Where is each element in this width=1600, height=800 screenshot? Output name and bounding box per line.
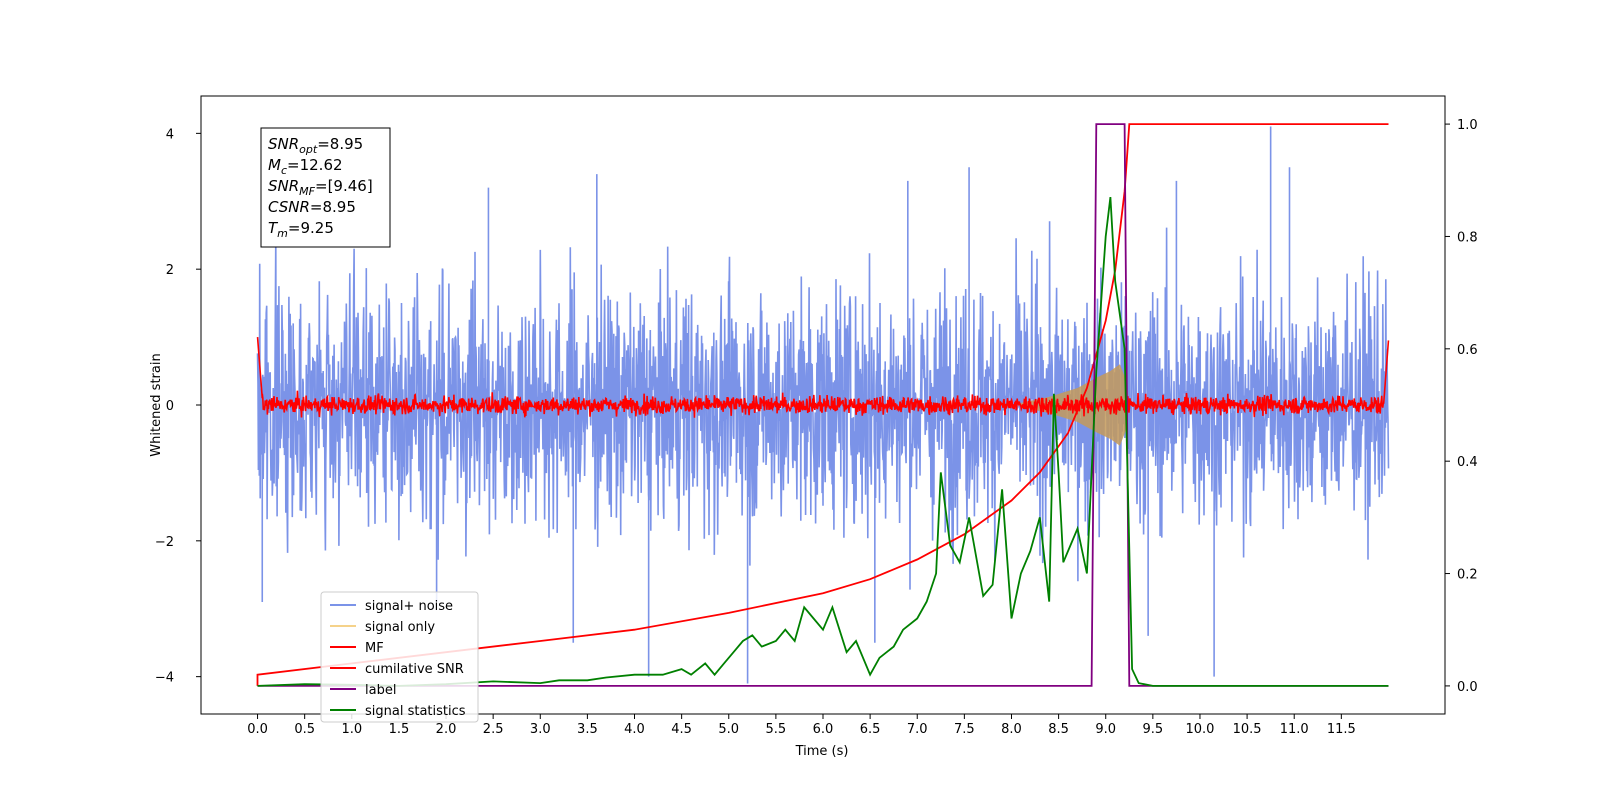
annotation-line: SNRopt=8.95 [268, 135, 363, 156]
x-tick-label: 7.0 [907, 722, 928, 737]
x-tick-label: 10.0 [1185, 722, 1214, 737]
x-axis-label: Time (s) [795, 744, 849, 759]
x-tick-label: 5.0 [718, 722, 739, 737]
x-tick-label: 10.5 [1233, 722, 1262, 737]
signal-noise-line [256, 221, 1390, 590]
y2-tick-label: 0.2 [1457, 568, 1478, 583]
legend-label: label [365, 683, 396, 698]
x-axis: 0.0 0.5 1.0 1.5 2.0 2.5 3.0 3.5 4.0 4.5 5.0 5.5 6.0 6… [247, 714, 1356, 737]
y2-tick-label: 0.8 [1457, 230, 1478, 245]
x-tick-label: 1.5 [389, 722, 410, 737]
x-tick-label: 1.0 [341, 722, 362, 737]
x-tick-label: 5.5 [766, 722, 787, 737]
y-axis-left: 4 2 0 −2 −4 [155, 127, 201, 686]
x-tick-label: 11.0 [1280, 722, 1309, 737]
x-tick-label: 2.0 [436, 722, 457, 737]
x-tick-label: 2.5 [483, 722, 504, 737]
x-tick-label: 0.5 [294, 722, 315, 737]
legend-label: signal statistics [365, 704, 466, 719]
x-tick-label: 4.0 [624, 722, 645, 737]
legend-label: MF [365, 641, 384, 656]
y2-tick-label: 0.0 [1457, 680, 1478, 695]
x-tick-label: 6.5 [860, 722, 881, 737]
x-tick-label: 9.5 [1143, 722, 1164, 737]
x-tick-label: 0.0 [247, 722, 268, 737]
annotation-box: SNRopt=8.95Mc=12.62SNRMF=[9.46]CSNR=8.95… [260, 127, 391, 248]
signal-noise-spikes [261, 126, 1291, 684]
legend-label: signal only [365, 620, 435, 635]
x-tick-label: 3.0 [530, 722, 551, 737]
annotation-line: SNRMF=[9.46] [268, 177, 373, 198]
y-axis-label: Whitened strain [149, 353, 164, 456]
y-tick-label: −4 [155, 671, 174, 686]
legend: signal+ noise signal only MF cumilative SNR… [320, 591, 479, 723]
x-tick-label: 8.0 [1001, 722, 1022, 737]
y2-tick-label: 1.0 [1457, 118, 1478, 133]
legend-label: signal+ noise [365, 599, 453, 614]
y-tick-label: 4 [166, 127, 174, 142]
legend-label: cumilative SNR [365, 662, 464, 677]
x-tick-label: 6.0 [813, 722, 834, 737]
x-tick-label: 7.5 [954, 722, 975, 737]
x-tick-label: 4.5 [671, 722, 692, 737]
x-tick-label: 8.5 [1048, 722, 1069, 737]
x-tick-label: 9.0 [1095, 722, 1116, 737]
x-tick-label: 3.5 [577, 722, 598, 737]
y-tick-label: −2 [155, 535, 174, 550]
mf-line [256, 337, 1390, 418]
y-tick-label: 0 [166, 399, 174, 414]
annotation-line: Mc=12.62 [268, 156, 343, 177]
y2-tick-label: 0.4 [1457, 455, 1478, 470]
signal-statistics-line [257, 196, 1389, 687]
annotation-line: Tm=9.25 [268, 219, 334, 240]
y-axis-right: 1.0 0.8 0.6 0.4 0.2 0.0 [1445, 118, 1478, 695]
annotation-line: CSNR=8.95 [268, 198, 356, 216]
x-tick-label: 11.5 [1327, 722, 1356, 737]
y2-tick-label: 0.6 [1457, 343, 1478, 358]
y-tick-label: 2 [166, 263, 174, 278]
